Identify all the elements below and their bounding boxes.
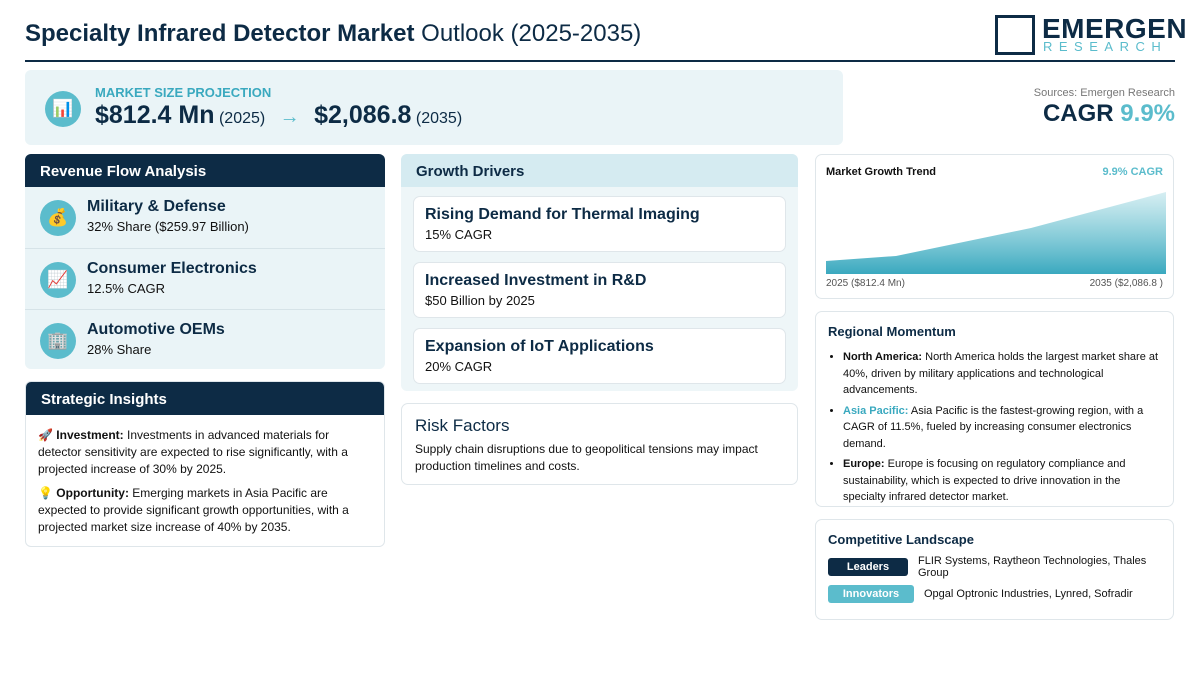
revenue-item: 🏢 Automotive OEMs 28% Share: [25, 309, 385, 369]
driver-name: Expansion of IoT Applications: [425, 338, 654, 355]
risk-title: Risk Factors: [415, 416, 510, 435]
risk-card: Risk Factors Supply chain disruptions du…: [401, 403, 798, 485]
driver-detail: 20% CAGR: [425, 359, 493, 374]
regional-list: North America: North America holds the l…: [828, 349, 1161, 506]
projection-box: 📊 MARKET SIZE PROJECTION $812.4 Mn (2025…: [25, 70, 843, 145]
trend-card: Market Growth Trend 9.9% CAGR 2025 ($812…: [815, 154, 1174, 299]
insights-title: Strategic Insights: [26, 382, 384, 415]
driver-name: Rising Demand for Thermal Imaging: [425, 206, 700, 223]
cagr-value: 9.9%: [1120, 100, 1175, 127]
drivers-panel: Growth Drivers Rising Demand for Thermal…: [401, 154, 798, 391]
driver-card: Rising Demand for Thermal Imaging 15% CAG…: [413, 196, 786, 252]
region-name: Europe:: [843, 458, 885, 470]
insight: 🚀 Investment: Investments in advanced ma…: [38, 427, 372, 478]
projection-label: MARKET SIZE PROJECTION: [95, 85, 272, 100]
insight: 💡 Opportunity: Emerging markets in Asia …: [38, 485, 372, 536]
insight-label: Investment:: [56, 428, 124, 442]
revenue-title: Revenue Flow Analysis: [25, 154, 385, 187]
revenue-name: Consumer Electronics: [87, 260, 257, 277]
projection-values: $812.4 Mn (2025) → $2,086.8 (2035): [95, 101, 462, 130]
region-name: Asia Pacific:: [843, 404, 909, 417]
revenue-item: 📈 Consumer Electronics 12.5% CAGR: [25, 248, 385, 309]
end-value: $2,086.8: [314, 101, 412, 129]
competitive-row: Innovators Opgal Optronic Industries, Lyn…: [828, 585, 1161, 603]
revenue-item: 💰 Military & Defense 32% Share ($259.97 Bi…: [25, 187, 385, 248]
trend-start: 2025 ($812.4 Mn): [826, 278, 905, 289]
insight-label: Opportunity:: [56, 486, 129, 500]
trend-area: [826, 192, 1166, 274]
cagr: CAGR 9.9%: [1043, 100, 1175, 128]
title-rest: Outlook (2025-2035): [421, 20, 642, 47]
revenue-icon: 💰: [40, 200, 76, 236]
regional-title: Regional Momentum: [828, 324, 956, 339]
regional-item: North America: North America holds the l…: [843, 349, 1161, 399]
start-year: (2025): [218, 110, 266, 127]
insight-icon: 💡: [38, 486, 53, 500]
regional-item: Asia Pacific: Asia Pacific is the fastes…: [843, 403, 1161, 453]
competitive-companies: FLIR Systems, Raytheon Technologies, Tha…: [918, 555, 1147, 579]
region-text: Asia Pacific is the fastest-growing regi…: [843, 404, 1144, 450]
logo-sub: RESEARCH: [1043, 39, 1168, 54]
header-rule: [25, 60, 1175, 62]
source: Sources: Emergen Research: [1033, 87, 1175, 99]
revenue-detail: 32% Share ($259.97 Billion): [87, 219, 249, 234]
trend-cagr: 9.9% CAGR: [1102, 166, 1163, 178]
insight-text: Emerging markets in Asia Pacific are exp…: [38, 486, 349, 534]
insight-icon: 🚀: [38, 428, 53, 442]
driver-card: Increased Investment in R&D $50 Billion b…: [413, 262, 786, 318]
driver-detail: $50 Billion by 2025: [425, 293, 535, 308]
trend-shape: [826, 192, 1166, 274]
end-year: (2035): [415, 110, 463, 127]
regional-card: Regional Momentum North America: North A…: [815, 311, 1174, 507]
region-text: North America holds the largest market s…: [843, 351, 1159, 396]
insights-panel: Strategic Insights 🚀 Investment: Investm…: [25, 381, 385, 547]
revenue-detail: 28% Share: [87, 342, 152, 357]
revenue-icon: 🏢: [40, 323, 76, 359]
revenue-panel: Revenue Flow Analysis 💰 Military & Defens…: [25, 154, 385, 369]
driver-detail: 15% CAGR: [425, 227, 493, 242]
revenue-name: Automotive OEMs: [87, 321, 225, 338]
competitive-companies: Opgal Optronic Industries, Lynred, Sofra…: [924, 588, 1133, 600]
arrow: →: [279, 106, 300, 128]
competitive-tag: Innovators: [828, 585, 914, 603]
driver-card: Expansion of IoT Applications 20% CAGR: [413, 328, 786, 384]
revenue-icon: 📈: [40, 262, 76, 298]
region-text: Europe is focusing on regulatory complia…: [843, 458, 1126, 503]
competitive-title: Competitive Landscape: [828, 532, 974, 547]
trend-end: 2035 ($2,086.8 ): [1089, 278, 1163, 289]
revenue-detail: 12.5% CAGR: [87, 281, 166, 296]
regional-item: Europe: Europe is focusing on regulatory…: [843, 456, 1161, 506]
start-value: $812.4 Mn: [95, 101, 215, 129]
insight-text: Investments in advanced materials for de…: [38, 428, 348, 476]
title: Specialty Infrared Detector Market Outlo…: [25, 20, 641, 48]
projection-icon: 📊: [45, 91, 81, 127]
revenue-name: Military & Defense: [87, 198, 226, 215]
trend-title: Market Growth Trend: [826, 166, 937, 178]
competitive-card: Competitive Landscape Leaders FLIR System…: [815, 519, 1174, 620]
cagr-label: CAGR: [1042, 100, 1114, 127]
driver-name: Increased Investment in R&D: [425, 272, 647, 289]
competitive-row: Leaders FLIR Systems, Raytheon Technologi…: [828, 555, 1161, 579]
risk-text: Supply chain disruptions due to geopolit…: [415, 442, 758, 473]
title-bold: Specialty Infrared Detector Market: [25, 20, 415, 47]
logo-name: EMERGEN: [1042, 13, 1188, 44]
region-name: North America:: [843, 351, 923, 363]
competitive-tag: Leaders: [828, 558, 908, 576]
drivers-title: Growth Drivers: [401, 154, 798, 187]
logo-mark: [995, 15, 1035, 55]
